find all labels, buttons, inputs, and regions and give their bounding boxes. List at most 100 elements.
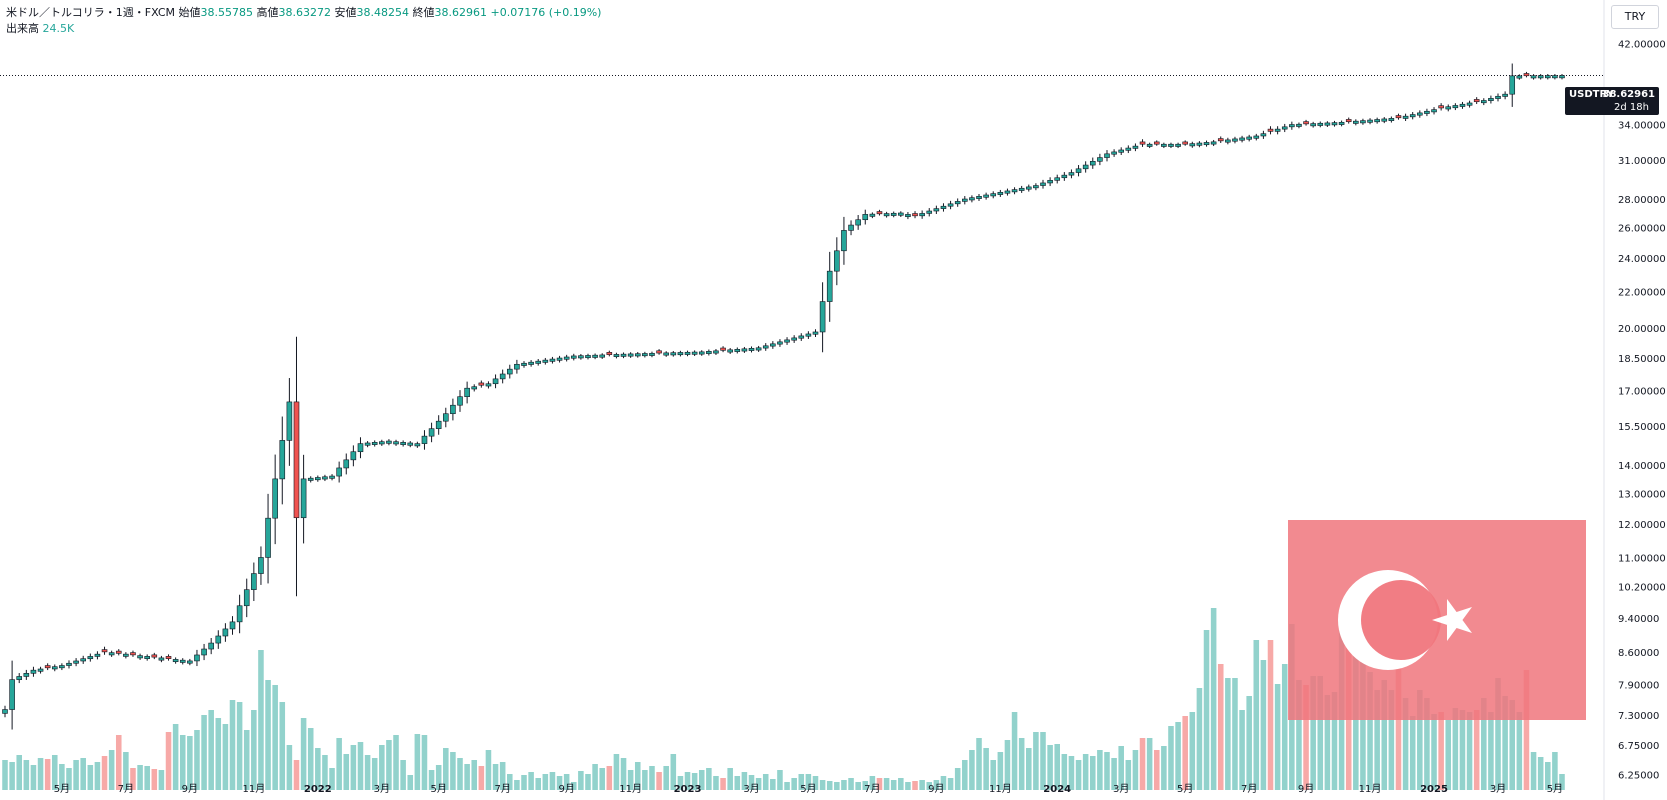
change-value: +0.07176 (+0.19%): [490, 6, 602, 19]
volume-bar: [1132, 750, 1139, 790]
volume-bar: [698, 770, 705, 790]
candle-down: [720, 347, 726, 351]
x-tick-label: 9月: [1298, 783, 1314, 795]
candle-up: [677, 352, 684, 356]
x-tick-label: 7月: [864, 783, 880, 795]
candle-down: [1139, 141, 1146, 145]
volume-bar: [1545, 762, 1551, 790]
candle-up: [1225, 139, 1231, 143]
volume-bar: [841, 780, 847, 790]
volume-bar: [855, 782, 861, 790]
candle-up: [556, 357, 563, 361]
volume-bar: [976, 738, 982, 790]
volume-bar: [1317, 676, 1324, 790]
turkey-flag-icon: [1288, 520, 1586, 720]
volume-bar: [1033, 732, 1039, 790]
candle-up: [336, 467, 342, 477]
candle-up: [954, 201, 961, 205]
flag-star: [1432, 599, 1472, 641]
candle-up: [421, 435, 428, 444]
volume-bar: [912, 781, 918, 790]
x-tick-label: 5月: [1177, 783, 1193, 795]
candle-up: [315, 477, 321, 481]
volume-bar: [535, 778, 541, 790]
volume-bar: [1210, 608, 1217, 790]
candle-up: [848, 224, 854, 231]
candle-up: [1054, 177, 1061, 181]
candle-down: [1523, 73, 1530, 77]
candle-up: [272, 478, 278, 519]
candle-up: [364, 442, 371, 446]
volume-bar: [1523, 670, 1530, 790]
candle-up: [976, 196, 982, 199]
y-tick-label: 7.90000: [1618, 680, 1659, 691]
volume-bar: [997, 752, 1004, 790]
candle-up: [663, 352, 669, 356]
volume-bar: [926, 782, 933, 790]
volume-bar: [357, 742, 364, 790]
candle-up: [1246, 136, 1252, 140]
candle-up: [73, 660, 79, 664]
candle-up: [1310, 123, 1316, 127]
volume-bar: [542, 774, 549, 790]
candle-up: [1431, 109, 1437, 113]
candle-up: [613, 354, 620, 358]
candle-up: [1253, 135, 1260, 139]
volume-bar: [570, 782, 577, 790]
candle-up: [30, 669, 37, 674]
candle-up: [670, 352, 677, 356]
candle-up: [1338, 121, 1345, 125]
candle-up: [1047, 180, 1053, 184]
candle-up: [1388, 118, 1395, 121]
volume-bar: [471, 760, 478, 790]
candle-up: [499, 373, 506, 380]
y-tick-label: 7.30000: [1618, 711, 1659, 722]
candle-up: [535, 360, 542, 364]
candle-up: [947, 203, 954, 207]
candle-up: [1488, 98, 1494, 101]
volume-bar: [1004, 740, 1011, 790]
candle-up: [1132, 145, 1139, 149]
volume-label[interactable]: 出来高: [6, 22, 39, 35]
volume-bar: [1146, 738, 1153, 790]
y-tick-label: 42.00000: [1618, 39, 1666, 50]
legend-title[interactable]: 米ドル／トルコリラ・1週・FXCM: [6, 6, 176, 19]
volume-bar: [1303, 685, 1309, 790]
candle-up: [570, 355, 577, 359]
volume-bar: [2, 760, 8, 790]
candle-up: [1481, 100, 1487, 104]
open-value: 38.55785: [200, 6, 254, 19]
candle-up: [485, 383, 492, 387]
y-tick-label: 28.00000: [1618, 195, 1666, 206]
volume-bar: [1417, 690, 1423, 790]
time-axis[interactable]: 5月 7月 9月 11月 2022 3月 5月 7月 9月 11月 2023 3月 5月 7月 9月 11月 2…: [54, 783, 1563, 795]
price-axis[interactable]: 6.25000 6.75000 7.30000 7.90000 8.60000 9.400…: [1618, 39, 1666, 781]
volume-bar: [51, 755, 58, 790]
volume-bar: [1310, 676, 1316, 790]
y-tick-label: 18.50000: [1618, 354, 1666, 365]
candle-up: [172, 659, 179, 663]
candle-down: [115, 650, 122, 654]
candle-down: [1438, 105, 1444, 109]
candle-up: [933, 208, 940, 212]
candle-up: [229, 621, 236, 630]
candle-down: [656, 350, 662, 354]
candle-up: [784, 339, 790, 343]
volume-bar: [9, 762, 15, 790]
volume-bar: [1061, 754, 1068, 790]
volume-bar: [37, 758, 44, 790]
candle-up: [9, 679, 15, 710]
volume-bar: [798, 774, 805, 790]
volume-bar: [563, 774, 570, 790]
candle-up: [329, 475, 335, 479]
candle-down: [101, 649, 108, 653]
candle-up: [407, 442, 414, 446]
candle-up: [634, 353, 641, 357]
volume-bar: [578, 771, 584, 790]
currency-button[interactable]: TRY: [1611, 5, 1659, 29]
y-tick-label: 22.00000: [1618, 288, 1666, 299]
candle-up: [642, 353, 648, 357]
candle-up: [1537, 75, 1544, 79]
y-tick-label: 11.00000: [1618, 553, 1666, 564]
